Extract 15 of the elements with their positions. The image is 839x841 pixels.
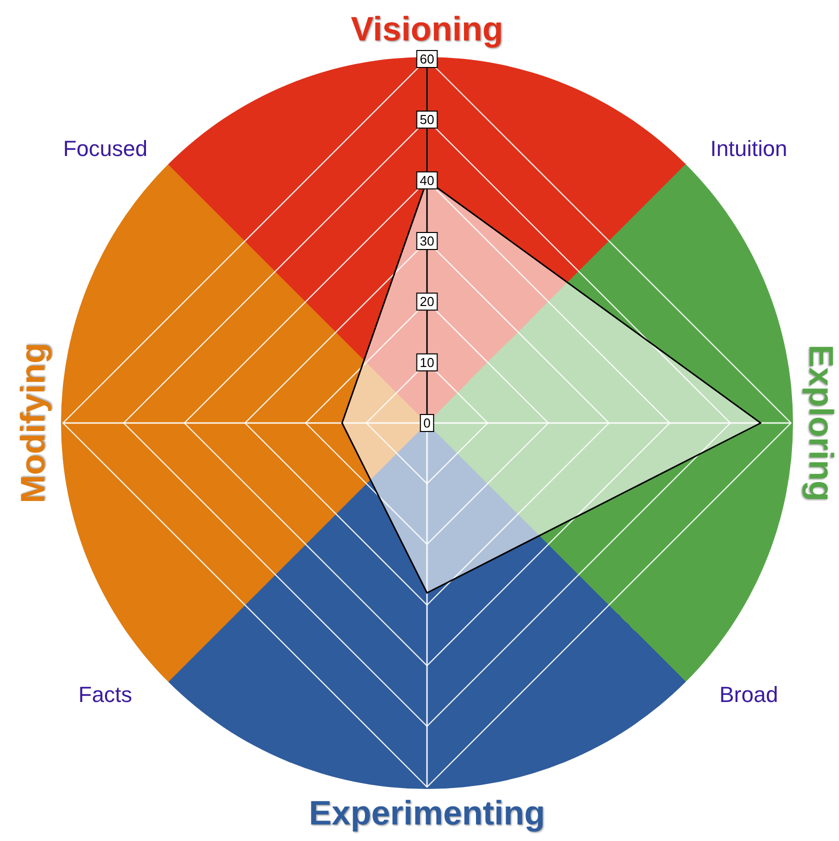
text: Facts [78,682,132,707]
y-tick-label: 60 [420,52,434,67]
spoke-label: Visioning [350,10,504,48]
spoke-label: Modifying [14,342,52,504]
spoke-label: Experimenting [308,794,546,832]
y-tick-label: 50 [420,112,434,128]
text: Intuition [710,136,788,162]
y-tick-label: 0 [423,416,431,431]
y-tick-label: 20 [420,294,434,310]
text: Focused [63,136,148,162]
y-tick-label: 30 [420,234,434,249]
y-tick-label: 10 [420,354,434,370]
y-tick-label: 40 [420,172,434,188]
text: Broad [719,682,778,707]
spoke-label: Exploring [802,344,839,502]
